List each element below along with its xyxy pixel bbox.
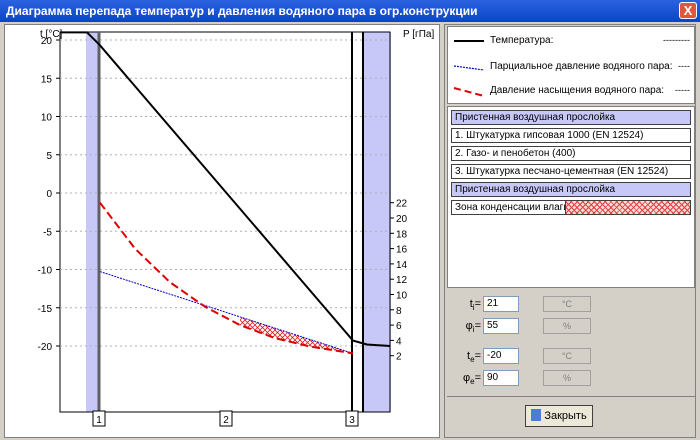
layer-marker-label: 3: [349, 415, 355, 426]
layer-marker-label: 1: [96, 415, 102, 426]
close-button-label: Закрыть: [544, 410, 587, 422]
layer-marker-box: [92, 410, 106, 427]
ti-input[interactable]: 21: [483, 296, 519, 312]
condensation-zone-item: Зона конденсации влаги ->: [451, 200, 691, 215]
left-tick-label: 0: [46, 189, 52, 200]
door-icon: [531, 409, 542, 422]
condensation-hatch-swatch: [565, 201, 690, 214]
ti-unit-button[interactable]: °C: [543, 296, 591, 312]
right-tick-label: 6: [396, 321, 402, 332]
left-tick-label: -15: [38, 304, 53, 315]
ti-label: ti=: [469, 298, 481, 313]
legend-dash: ----: [678, 61, 690, 71]
temperature-line: [60, 31, 391, 347]
temperature-line-icon: [454, 40, 484, 42]
phie-input[interactable]: 90: [483, 370, 519, 386]
saturation-pressure-line-icon: [453, 87, 485, 97]
right-tick-label: 14: [396, 260, 408, 271]
left-tick-label: 10: [41, 113, 53, 124]
layer-item[interactable]: 2. Газо- и пенобетон (400): [451, 146, 691, 161]
left-tick-label: -20: [38, 342, 53, 353]
left-tick-label: 5: [46, 151, 52, 162]
inner-air-layer: [86, 32, 99, 412]
phii-label: φi=: [465, 320, 481, 335]
right-tick-label: 18: [396, 229, 408, 240]
window-close-button[interactable]: X: [679, 2, 697, 19]
layer-item[interactable]: Пристенная воздушная прослойка: [451, 110, 691, 125]
button-bar: Закрыть: [447, 396, 695, 437]
legend-item-partial-pressure: Парциальное давление водяного пара: ----: [452, 59, 692, 77]
te-unit-button[interactable]: °C: [543, 348, 591, 364]
phii-input[interactable]: 55: [483, 318, 519, 334]
right-tick-label: 10: [396, 291, 408, 302]
legend: Температура: --------- Парциальное давле…: [447, 26, 695, 104]
layer-item[interactable]: Пристенная воздушная прослойка: [451, 182, 691, 197]
phii-unit-button[interactable]: %: [543, 318, 591, 334]
legend-item-temperature: Температура: ---------: [452, 33, 692, 51]
left-tick-label: 20: [41, 36, 53, 47]
left-tick-label: -10: [38, 266, 53, 277]
te-label: te=: [467, 350, 481, 365]
legend-label: Давление насыщения водяного пара:: [490, 85, 665, 96]
layer-item[interactable]: 3. Штукатурка песчано-цементная (EN 1252…: [451, 164, 691, 179]
legend-item-saturation-pressure: Давление насыщения водяного пара: -----: [452, 83, 692, 101]
legend-label: Парциальное давление водяного пара:: [490, 61, 673, 72]
te-input[interactable]: -20: [483, 348, 519, 364]
layer-item[interactable]: 1. Штукатурка гипсовая 1000 (EN 12524): [451, 128, 691, 143]
left-tick-label: -5: [43, 227, 52, 238]
left-axis-label: t [°C]: [40, 29, 63, 40]
phie-unit-button[interactable]: %: [543, 370, 591, 386]
title-bar: Диаграмма перепада температур и давления…: [0, 0, 700, 22]
partial-pressure-line: [99, 271, 354, 354]
right-tick-label: 22: [396, 199, 408, 210]
layers-list: Пристенная воздушная прослойка 1. Штукат…: [447, 106, 695, 288]
layer-marker-box: [219, 410, 233, 427]
right-tick-label: 16: [396, 245, 408, 256]
close-button[interactable]: Закрыть: [525, 405, 593, 427]
right-tick-label: 20: [396, 214, 408, 225]
legend-label: Температура:: [490, 35, 554, 46]
legend-dash: ---------: [663, 35, 690, 45]
plot-frame: [59, 31, 391, 413]
partial-pressure-line-icon: [453, 65, 485, 71]
condensation-zone: [240, 316, 353, 354]
chart-panel: t [°C] 20 15 10 5 0 -5 -10 -15 -20 P [гПа] 22 20 18 16…: [4, 24, 440, 438]
right-axis-label: P [гПа]: [403, 29, 434, 40]
legend-dash: -----: [675, 85, 690, 95]
window-title: Диаграмма перепада температур и давления…: [6, 4, 478, 18]
left-tick-label: 15: [41, 74, 53, 85]
layer-marker-label: 2: [223, 415, 229, 426]
right-tick-label: 2: [396, 352, 402, 363]
right-tick-label: 8: [396, 306, 402, 317]
right-tick-label: 12: [396, 275, 408, 286]
phie-label: φe=: [462, 372, 481, 387]
saturation-pressure-line: [99, 202, 354, 355]
right-tick-label: 4: [396, 336, 402, 347]
layer-marker-box: [345, 410, 359, 427]
outer-air-layer: [363, 32, 391, 412]
parameters-panel: ti= 21 °C φi= 55 % te= -20 °C φe= 90 %: [447, 292, 695, 392]
condensation-zone-label: Зона конденсации влаги ->: [455, 202, 581, 213]
